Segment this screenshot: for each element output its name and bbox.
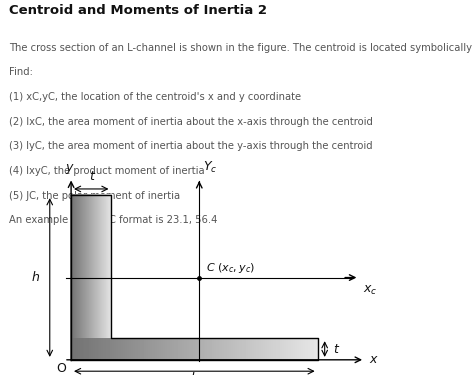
Text: The cross section of an L-channel is shown in the figure. The centroid is locate: The cross section of an L-channel is sho… xyxy=(9,42,474,52)
Text: (3) IyC, the area moment of inertia about the y-axis through the centroid: (3) IyC, the area moment of inertia abou… xyxy=(9,141,373,151)
Text: Centroid and Moments of Inertia 2: Centroid and Moments of Inertia 2 xyxy=(9,4,267,17)
Text: $x_c$: $x_c$ xyxy=(363,284,377,297)
Text: (4) IxyC, the product moment of inertia: (4) IxyC, the product moment of inertia xyxy=(9,166,205,176)
Text: b: b xyxy=(191,372,198,375)
Text: x: x xyxy=(370,353,377,366)
Text: (1) xC,yC, the location of the centroid's x and y coordinate: (1) xC,yC, the location of the centroid'… xyxy=(9,92,301,102)
Text: t: t xyxy=(333,342,338,355)
Text: $Y_c$: $Y_c$ xyxy=(203,160,218,175)
Text: y: y xyxy=(65,161,73,174)
Text: $C\ (x_c, y_c)$: $C\ (x_c, y_c)$ xyxy=(206,261,255,275)
Text: Find:: Find: xyxy=(9,67,33,77)
Text: O: O xyxy=(56,362,66,375)
Text: t: t xyxy=(89,170,94,183)
Text: h: h xyxy=(32,271,39,284)
Text: An example of xC, yC format is 23.1, 56.4: An example of xC, yC format is 23.1, 56.… xyxy=(9,215,218,225)
Text: (2) IxC, the area moment of inertia about the x-axis through the centroid: (2) IxC, the area moment of inertia abou… xyxy=(9,117,374,126)
Text: (5) JC, the polar moment of inertia: (5) JC, the polar moment of inertia xyxy=(9,190,181,201)
